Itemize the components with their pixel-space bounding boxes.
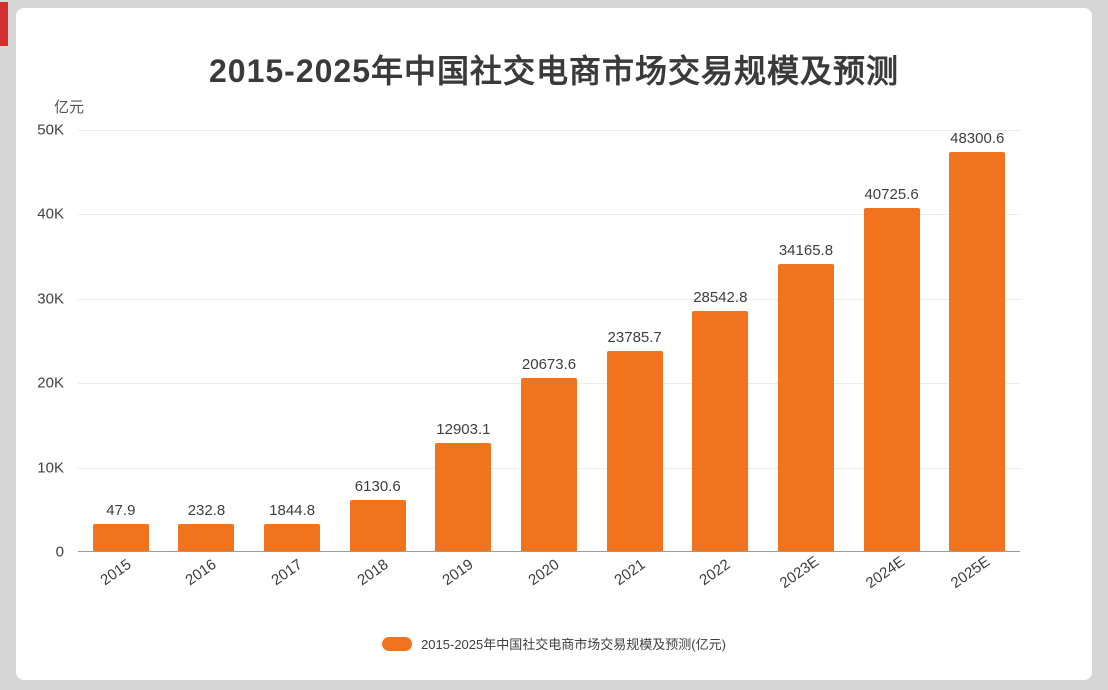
bar <box>435 443 492 552</box>
bar-value-label: 23785.7 <box>607 329 662 347</box>
bar <box>606 351 663 552</box>
bar-value-label: 48300.6 <box>950 130 1005 147</box>
bar <box>349 500 406 552</box>
bar-value-label: 40725.6 <box>864 186 919 204</box>
y-tick-label: 50K <box>37 121 64 139</box>
bar-slot: 1844.8 2017 <box>249 130 335 589</box>
bar-value-label: 47.9 <box>106 502 136 519</box>
bar <box>863 208 920 552</box>
bar <box>521 377 578 552</box>
x-tick-label: 2015 <box>97 555 135 590</box>
bar-value-label: 28542.8 <box>693 289 748 307</box>
x-tick-label: 2021 <box>611 555 649 590</box>
y-tick-label: 40K <box>37 205 64 223</box>
bar-value-label: 20673.6 <box>521 355 577 373</box>
bar-value-label: 232.8 <box>187 502 226 519</box>
bar-slot: 12903.1 2019 <box>421 130 507 589</box>
chart-title: 2015-2025年中国社交电商市场交易规模及预测 <box>208 53 900 89</box>
x-tick-label: 2017 <box>268 555 306 590</box>
legend-label: 2015-2025年中国社交电商市场交易规模及预测(亿元) <box>421 637 726 652</box>
x-tick-label: 2019 <box>439 555 477 590</box>
bar <box>692 311 749 552</box>
chart-card: 2015-2025年中国社交电商市场交易规模及预测 亿元 0 10K 20K 30K 4… <box>16 8 1092 680</box>
legend-swatch <box>382 636 413 651</box>
x-tick-label: 2025E <box>948 553 994 592</box>
bars-container: 47.9 2015 232.8 2016 1844.8 2017 6130.6 2018 129… <box>78 130 1020 592</box>
gridline <box>78 130 1020 131</box>
x-tick-label: 2020 <box>525 555 563 590</box>
y-tick-label: 30K <box>37 290 64 308</box>
y-tick-label: 0 <box>55 543 64 561</box>
x-tick-label: 2023E <box>776 553 823 592</box>
y-tick-label: 20K <box>37 374 64 392</box>
x-tick-label: 2018 <box>354 555 392 590</box>
bar-slot: 40725.6 2024E <box>849 130 935 592</box>
x-tick-label: 2024E <box>862 553 908 592</box>
bar-slot: 48300.6 2025E <box>934 130 1020 592</box>
gridline <box>78 298 1020 300</box>
bar-slot: 47.9 2015 <box>78 130 164 589</box>
bar <box>178 524 235 552</box>
bar-value-label: 12903.1 <box>436 421 491 439</box>
bar <box>264 524 321 552</box>
bar-slot: 20673.6 2020 <box>506 130 592 589</box>
bar <box>777 263 834 552</box>
bar-value-label: 6130.6 <box>354 478 401 496</box>
red-edge-accent <box>0 2 8 46</box>
plot-area: 0 10K 20K 30K 40K 50K 47.9 2015 232.8 2016 1844.8… <box>37 122 1020 592</box>
bar-value-label: 34165.8 <box>778 241 834 259</box>
bar <box>949 152 1006 552</box>
y-axis-unit-label: 亿元 <box>54 99 85 116</box>
y-tick-label: 10K <box>37 459 64 477</box>
x-axis-line <box>78 551 1020 552</box>
gridline <box>78 214 1020 216</box>
bar-slot: 28542.8 2022 <box>677 130 763 589</box>
bar-slot: 34165.8 2023E <box>763 130 849 592</box>
x-tick-label: 2016 <box>182 555 220 590</box>
bar-slot: 23785.7 2021 <box>592 130 678 589</box>
bar-slot: 232.8 2016 <box>164 130 250 589</box>
x-tick-label: 2022 <box>696 555 734 590</box>
legend: 2015-2025年中国社交电商市场交易规模及预测(亿元) <box>16 634 1092 653</box>
bar-slot: 6130.6 2018 <box>335 130 421 589</box>
bar <box>92 524 149 552</box>
bar-value-label: 1844.8 <box>269 502 316 519</box>
